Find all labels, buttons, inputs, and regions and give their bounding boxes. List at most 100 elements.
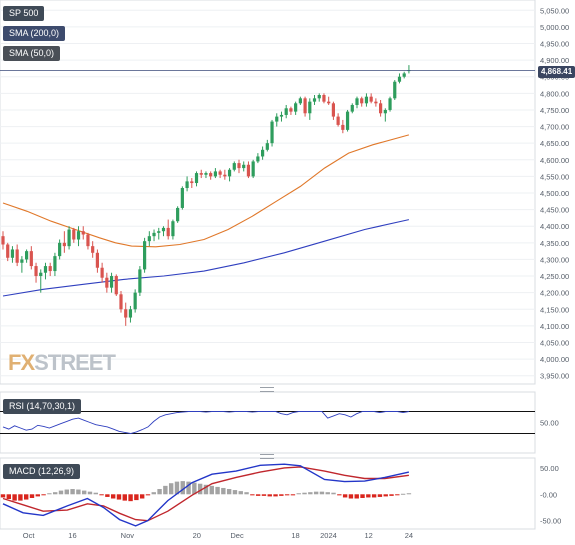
macd-histogram-bar: [279, 494, 284, 496]
macd-histogram-bar: [168, 483, 174, 495]
candle-up: [265, 143, 269, 150]
price-axis-tick-label: 4,450.00: [540, 206, 569, 215]
candle-up: [355, 98, 359, 105]
macd-histogram-bar: [41, 494, 46, 496]
macd-histogram-bar: [371, 494, 377, 498]
sma-50-path: [2, 134, 410, 248]
candle-down: [15, 249, 19, 263]
candle-up: [298, 98, 302, 104]
macd-histogram-bar: [52, 492, 58, 495]
date-axis-tick-label: 12: [365, 531, 373, 540]
sma-50-line: [2, 134, 410, 248]
macd-histogram-bar: [29, 494, 35, 498]
candle-up: [43, 266, 48, 273]
macd-pane-resize-handle[interactable]: [260, 454, 274, 459]
price-axis-tick-label: 5,000.00: [540, 23, 569, 32]
price-axis-tick-label: 4,300.00: [540, 255, 569, 264]
macd-histogram-bar: [128, 494, 133, 502]
candle-up: [53, 256, 57, 272]
indicator-label-rsi[interactable]: RSI (14,70,30,1): [3, 399, 82, 414]
candle-down: [218, 171, 222, 175]
candle-up: [138, 269, 142, 293]
candle-up: [308, 101, 312, 114]
macd-histogram-bar: [319, 491, 325, 495]
macd-histogram-bar: [47, 493, 52, 495]
candle-up: [176, 207, 180, 222]
price-axis-tick-label: 4,000.00: [540, 355, 569, 364]
macd-histogram-bar: [76, 489, 81, 495]
date-axis-tick-label: Nov: [121, 531, 135, 540]
macd-histogram-bar: [337, 494, 342, 496]
candle-up: [10, 249, 15, 258]
price-axis-tick-label: 4,800.00: [540, 89, 569, 98]
macd-axis-tick-label: -0.00: [540, 490, 557, 499]
macd-histogram-bar: [157, 489, 162, 495]
macd-histogram-bar: [186, 481, 191, 495]
price-axis-tick-label: 4,400.00: [540, 222, 569, 231]
macd-histogram-bar: [290, 494, 296, 496]
macd-histogram-bar: [342, 494, 348, 498]
rsi-pane-resize-handle[interactable]: [260, 387, 274, 392]
candle-down: [303, 98, 307, 114]
macd-histogram-bar: [238, 491, 243, 495]
candle-up: [383, 109, 387, 114]
macd-histogram-bar: [308, 492, 313, 495]
rsi-axis-tick-label: 50.00: [540, 419, 559, 428]
date-axis-labels: Oct 16 Nov 20 Dec 18 2024 12 24: [23, 531, 413, 540]
price-axis-tick-label: 4,500.00: [540, 189, 569, 198]
candle-up: [294, 103, 298, 112]
candle-up: [261, 149, 265, 157]
series-label-sma50[interactable]: SMA (50,0): [3, 46, 61, 61]
macd-histogram-bar: [267, 494, 272, 497]
candle-down: [86, 234, 90, 247]
indicator-label-macd[interactable]: MACD (12,26,9): [3, 464, 81, 479]
candle-up: [251, 161, 255, 177]
candle-up: [275, 116, 279, 122]
macd-histogram-bar: [395, 494, 400, 496]
candle-up: [152, 232, 156, 237]
macd-histogram-bar: [192, 482, 197, 495]
candle-down: [34, 266, 38, 277]
watermark-logo: FXSTREET: [8, 350, 116, 376]
date-axis-tick-label: 20: [193, 531, 201, 540]
series-label-sp500[interactable]: SP 500: [3, 6, 45, 21]
candle-up: [147, 236, 151, 242]
candle-up: [397, 76, 402, 82]
price-axis-tick-label: 4,100.00: [540, 322, 569, 331]
candle-down: [374, 101, 378, 104]
candle-up: [39, 272, 43, 277]
macd-histogram-bar: [35, 494, 40, 497]
rsi-line: [2, 411, 409, 434]
macd-histogram-bar: [302, 492, 307, 495]
macd-histogram-bar: [406, 493, 412, 495]
macd-histogram-bar: [145, 494, 151, 496]
candle-up: [242, 164, 246, 169]
candle-up: [58, 242, 62, 257]
candle-down: [166, 227, 170, 237]
date-axis-tick-label: Oct: [23, 531, 36, 540]
macd-histogram-bar: [250, 494, 255, 496]
macd-histogram-bar: [116, 494, 122, 500]
macd-histogram-bar: [296, 493, 301, 495]
candle-up: [171, 221, 175, 237]
last-price-badge: 4,868.41: [538, 66, 575, 78]
candle-up: [317, 95, 321, 99]
date-axis-tick-label: 2024: [320, 531, 337, 540]
candle-up: [133, 292, 137, 310]
candle-up: [227, 169, 232, 177]
price-axis-tick-label: 4,350.00: [540, 239, 569, 248]
candle-up: [25, 251, 29, 260]
series-label-sma200[interactable]: SMA (200,0): [3, 26, 66, 41]
macd-histogram-bar: [64, 489, 69, 495]
macd-histogram-bar: [377, 494, 383, 497]
macd-histogram-bar: [284, 494, 290, 496]
macd-histogram-bar: [180, 481, 185, 495]
macd-signal-line: [2, 466, 409, 522]
price-gridlines: [0, 0, 536, 385]
price-axis-tick-label: 4,600.00: [540, 156, 569, 165]
candle-up: [256, 156, 260, 162]
candle-up: [232, 163, 236, 170]
candle-down: [190, 181, 194, 184]
macd-histogram-bar: [105, 494, 110, 497]
candle-up: [20, 259, 24, 263]
